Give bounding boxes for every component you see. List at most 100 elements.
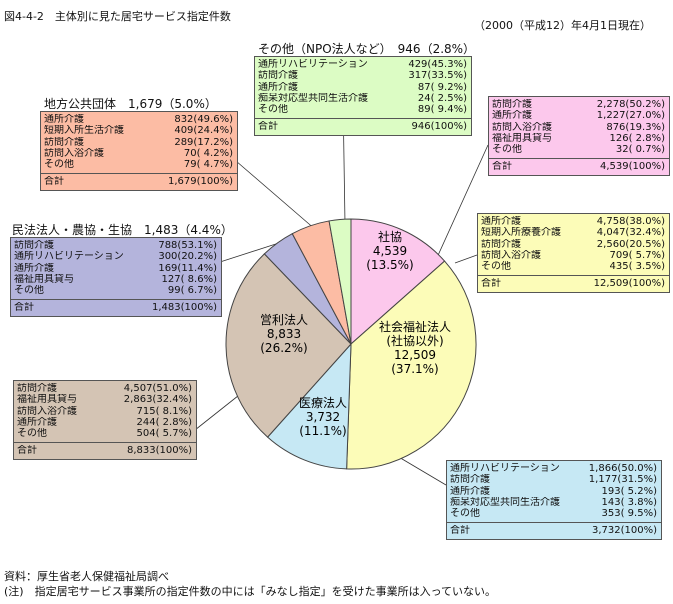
panel-row: 通所介護 87( 9.2%): [258, 82, 467, 93]
row-value: 79( 4.7%): [183, 159, 233, 171]
slice-label-iryo: (11.1%): [299, 424, 346, 438]
panel-iryo: 通所リハビリテーション 1,866(50.0%) 訪問介護 1,177(31.5%) 通…: [446, 460, 662, 541]
panel-row: その他 32( 0.7%): [492, 144, 665, 155]
total-label: 合計: [17, 445, 37, 457]
row-value: 2,278(50.2%): [596, 99, 665, 110]
row-value: 70( 4.2%): [183, 147, 233, 159]
panel-row: その他 99( 6.7%): [14, 285, 217, 296]
figure-title: 図4-4-2 主体別に見た居宅サービス指定件数: [4, 10, 231, 23]
total-value: 3,732(100%): [591, 525, 657, 537]
total-value: 12,509(100%): [593, 278, 665, 290]
row-value: 876(19.3%): [606, 121, 665, 133]
row-label: 通所介護: [258, 81, 298, 93]
panel-row: 福祉用具貸与 127( 8.6%): [14, 274, 217, 285]
row-label: 通所介護: [44, 114, 84, 125]
panel-row: 訪問介護 289(17.2%): [44, 137, 233, 148]
panel-row: 通所リハビリテーション 1,866(50.0%): [450, 463, 657, 474]
panel-shakyo: 訪問介護 2,278(50.2%) 通所介護 1,227(27.0%) 訪問入浴介護 87…: [488, 96, 670, 177]
total-value: 4,539(100%): [599, 161, 665, 173]
date-note: （2000（平成12）年4月1日現在）: [474, 19, 651, 32]
row-label: その他: [492, 144, 522, 156]
pie-slice-iryo: [266, 342, 352, 470]
row-label: 訪問入浴介護: [44, 147, 104, 159]
leader-line: [434, 144, 489, 263]
row-value: 788(53.1%): [158, 240, 217, 251]
panel-total-row: 合計 12,509(100%): [478, 276, 669, 292]
row-value: 244( 2.8%): [136, 416, 192, 428]
row-value: 709( 5.7%): [609, 249, 665, 261]
row-label: その他: [14, 285, 44, 297]
row-label: 訪問入浴介護: [481, 249, 541, 261]
row-label: 通所リハビリテーション: [14, 251, 124, 263]
panel-row: 通所介護 4,758(38.0%): [481, 216, 665, 227]
panel-row: 訪問介護 788(53.1%): [14, 240, 217, 251]
panel-row: 福祉用具貸与 126( 2.8%): [492, 133, 665, 144]
panel-total-row: 合計 4,539(100%): [489, 159, 669, 175]
row-value: 193( 5.2%): [601, 485, 657, 497]
row-label: 通所介護: [481, 216, 521, 227]
slice-label-shakyo: (13.5%): [366, 258, 413, 272]
slice-label-shakyo: 4,539: [373, 244, 407, 258]
panel-rows: 訪問介護 788(53.1%) 通所リハビリテーション 300(20.2%) 通所介護 1…: [11, 238, 221, 301]
slice-label-iryo: 3,732: [306, 410, 340, 424]
row-value: 504( 5.7%): [136, 428, 192, 440]
row-label: 訪問介護: [492, 99, 532, 110]
panel-row: 訪問入浴介護 70( 4.2%): [44, 148, 233, 159]
panel-rows: 通所介護 4,758(38.0%) 短期入所療養介護 4,047(32.4%) 訪問介護…: [478, 214, 669, 277]
row-value: 832(49.6%): [174, 114, 233, 125]
row-label: 訪問介護: [450, 474, 490, 486]
panel-row: その他 353( 9.5%): [450, 508, 657, 519]
row-value: 289(17.2%): [174, 136, 233, 148]
panel-row: 通所リハビリテーション 429(45.3%): [258, 59, 467, 70]
panel-minpo: 訪問介護 788(53.1%) 通所リハビリテーション 300(20.2%) 通所介護 1…: [10, 237, 222, 318]
slice-label-shakyo: 社協: [378, 229, 402, 244]
row-label: 短期入所療養介護: [481, 227, 561, 239]
total-label: 合計: [492, 161, 512, 173]
row-label: 痴呆対応型共同生活介護: [258, 92, 368, 104]
row-label: 通所リハビリテーション: [258, 59, 368, 70]
row-value: 4,758(38.0%): [596, 216, 665, 227]
total-value: 946(100%): [411, 121, 467, 133]
panel-row: 訪問介護 4,507(51.0%): [17, 383, 192, 394]
panel-chiho: 通所介護 832(49.6%) 短期入所生活介護 409(24.4%) 訪問介護 289(…: [40, 111, 238, 192]
total-label: 合計: [450, 525, 470, 537]
total-label: 合計: [481, 278, 501, 290]
panel-eiri: 訪問介護 4,507(51.0%) 福祉用具貸与 2,863(32.4%) 訪問入浴介護…: [13, 380, 197, 461]
footer-source: 資料：厚生省老人保健福祉局調べ: [4, 570, 169, 583]
panel-rows: 訪問介護 2,278(50.2%) 通所介護 1,227(27.0%) 訪問入浴介護 87…: [489, 97, 669, 160]
row-label: その他: [481, 261, 511, 273]
row-label: 訪問入浴介護: [17, 405, 77, 417]
panel-row: 訪問入浴介護 876(19.3%): [492, 122, 665, 133]
row-value: 1,177(31.5%): [588, 474, 657, 486]
panel-shafuku: 通所介護 4,758(38.0%) 短期入所療養介護 4,047(32.4%) 訪問介護…: [477, 213, 670, 294]
panel-row: 訪問介護 2,278(50.2%): [492, 99, 665, 110]
row-value: 300(20.2%): [158, 251, 217, 263]
row-label: 訪問介護: [14, 240, 54, 251]
row-label: その他: [44, 159, 74, 171]
row-label: 福祉用具貸与: [14, 273, 74, 285]
panel-rows: 通所リハビリテーション 1,866(50.0%) 訪問介護 1,177(31.5%) 通…: [447, 461, 661, 524]
row-value: 317(33.5%): [408, 70, 467, 82]
panel-total-row: 合計 1,483(100%): [11, 300, 221, 316]
panel-rows: 通所リハビリテーション 429(45.3%) 訪問介護 317(33.5%) 通所介護 8…: [255, 57, 471, 120]
panel-row: 短期入所生活介護 409(24.4%): [44, 125, 233, 136]
panel-row: 痴呆対応型共同生活介護 143( 3.8%): [450, 497, 657, 508]
row-label: 訪問介護: [258, 70, 298, 82]
row-value: 127( 8.6%): [161, 273, 217, 285]
panel-row: 通所介護 1,227(27.0%): [492, 110, 665, 121]
row-label: 訪問介護: [44, 136, 84, 148]
row-value: 4,507(51.0%): [123, 383, 192, 394]
row-value: 409(24.4%): [174, 125, 233, 137]
row-label: 通所介護: [450, 485, 490, 497]
row-value: 169(11.4%): [158, 262, 217, 274]
total-label: 合計: [258, 121, 278, 133]
panel-row: その他 79( 4.7%): [44, 159, 233, 170]
row-value: 353( 9.5%): [601, 508, 657, 520]
panel-caption-chiho: 地方公共団体 1,679（5.0%）: [44, 97, 217, 111]
row-label: 短期入所生活介護: [44, 125, 124, 137]
panel-row: 訪問介護 317(33.5%): [258, 70, 467, 81]
panel-row: 福祉用具貸与 2,863(32.4%): [17, 394, 192, 405]
panel-rows: 通所介護 832(49.6%) 短期入所生活介護 409(24.4%) 訪問介護 289(…: [41, 112, 237, 175]
panel-caption-sonota: その他（NPO法人など） 946（2.8%）: [258, 42, 476, 56]
pie-slice-shafuku: [346, 260, 477, 470]
